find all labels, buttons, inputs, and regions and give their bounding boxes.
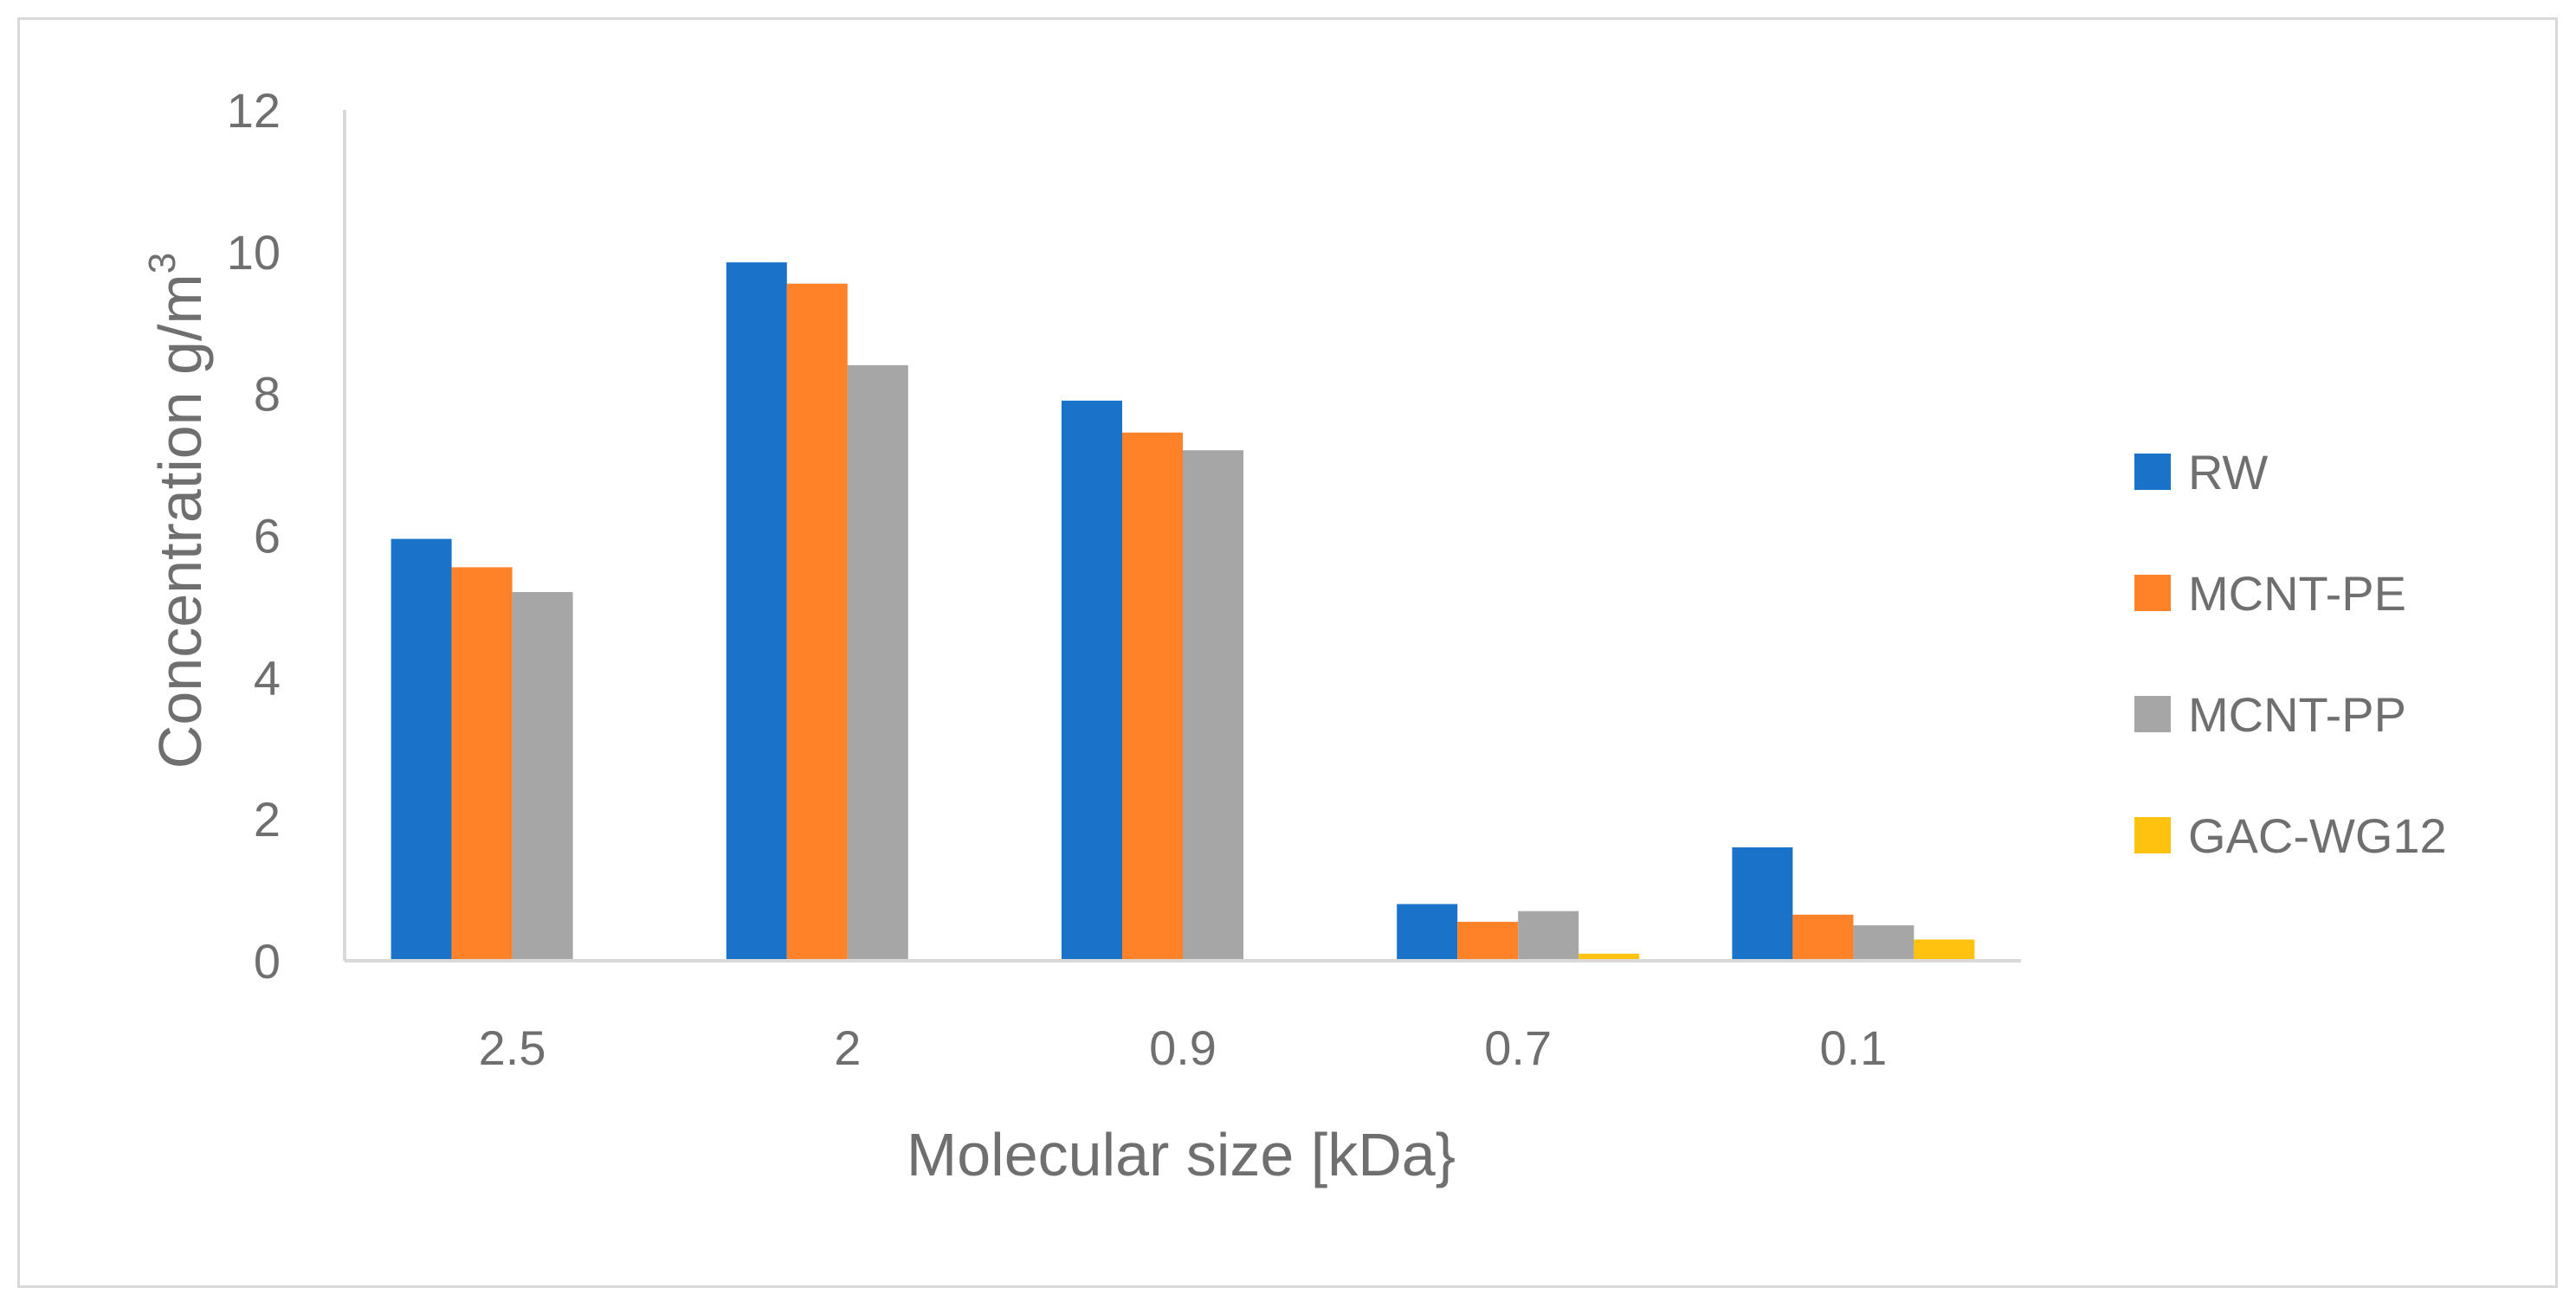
legend-label: GAC-WG12 bbox=[2188, 808, 2447, 863]
bar bbox=[1579, 953, 1640, 961]
y-tick-label: 12 bbox=[227, 83, 281, 138]
legend-label: MCNT-PE bbox=[2188, 566, 2406, 621]
y-tick-label: 10 bbox=[227, 225, 281, 280]
bar bbox=[726, 262, 787, 961]
legend-swatch bbox=[2134, 817, 2171, 853]
bar bbox=[786, 283, 848, 962]
bar bbox=[847, 364, 908, 961]
y-tick-label: 2 bbox=[254, 792, 281, 847]
x-axis-title: Molecular size [kDa} bbox=[907, 1121, 1456, 1188]
bar bbox=[391, 538, 452, 961]
x-tick-label: 0.9 bbox=[1149, 1020, 1217, 1075]
chart-frame bbox=[17, 17, 2558, 1288]
legend-swatch bbox=[2134, 454, 2171, 490]
bar bbox=[1853, 925, 1914, 961]
x-axis: 2.5 2 0.9 0.7 0.1 bbox=[345, 959, 2021, 1075]
legend-swatch bbox=[2134, 575, 2171, 611]
bar bbox=[1122, 432, 1183, 961]
bar bbox=[1457, 921, 1519, 961]
x-tick-label: 0.7 bbox=[1484, 1020, 1552, 1075]
bar bbox=[1397, 904, 1458, 961]
legend: RW MCNT-PE MCNT-PP GAC-WG12 bbox=[2134, 445, 2447, 863]
bar bbox=[1062, 400, 1122, 961]
y-axis-title-main: Concentration g/m bbox=[146, 274, 214, 769]
y-tick-label: 4 bbox=[254, 650, 281, 705]
bar bbox=[1732, 847, 1793, 961]
legend-label: MCNT-PP bbox=[2188, 687, 2406, 742]
legend-label: RW bbox=[2188, 445, 2268, 499]
bars bbox=[391, 262, 1975, 962]
bar bbox=[1792, 914, 1854, 961]
y-axis-title: Concentration g/m3 bbox=[141, 253, 214, 769]
bar bbox=[512, 592, 573, 961]
y-axis: 0 2 4 6 8 10 12 bbox=[227, 83, 346, 988]
bar bbox=[1914, 939, 1975, 961]
x-tick-label: 0.1 bbox=[1819, 1020, 1887, 1075]
legend-swatch bbox=[2134, 696, 2171, 732]
bar bbox=[1183, 450, 1243, 961]
x-tick-label: 2 bbox=[834, 1020, 861, 1075]
y-tick-label: 0 bbox=[254, 934, 281, 988]
y-axis-title-superscript: 3 bbox=[141, 253, 184, 274]
y-tick-label: 8 bbox=[254, 367, 281, 422]
bar bbox=[1518, 911, 1579, 961]
bar bbox=[451, 567, 513, 961]
x-tick-label: 2.5 bbox=[479, 1020, 546, 1075]
y-tick-label: 6 bbox=[254, 509, 281, 563]
